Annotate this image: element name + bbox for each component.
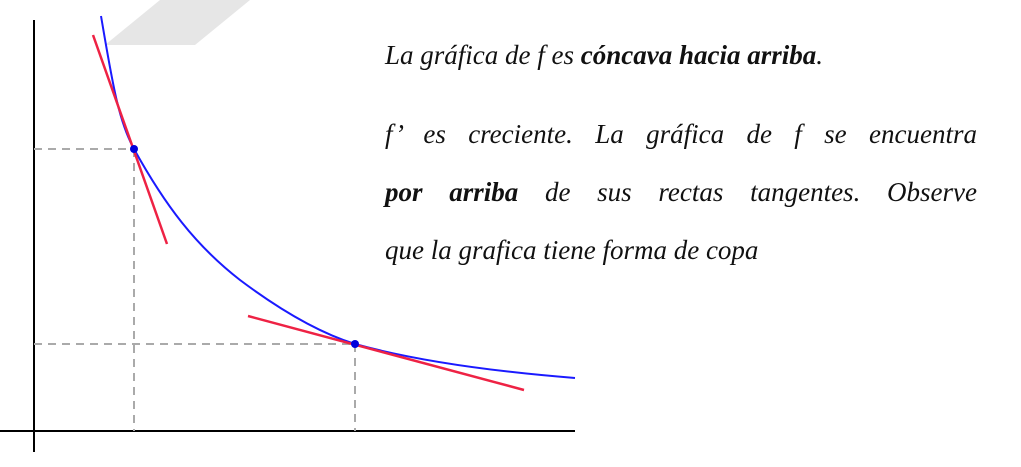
tangent-point-2	[351, 340, 359, 348]
line1-post: .	[816, 40, 823, 70]
tangent-line-1	[91, 34, 169, 245]
text-line-2: f’ es creciente. La gráfica de f se encu…	[385, 119, 977, 149]
text-line-1: La gráfica de f es cóncava hacia arriba.	[385, 40, 823, 71]
line3-bold: por arriba	[385, 177, 519, 207]
concavity-diagram	[0, 15, 576, 452]
line3-post: de sus rectas tangentes. Observe	[518, 177, 977, 207]
line1-bold: cóncava hacia arriba	[580, 40, 817, 70]
tangent-point-1	[130, 145, 138, 153]
text-line-3: por arriba de sus rectas tangentes. Obse…	[385, 177, 977, 208]
line1-pre: La gráfica de f es	[385, 40, 581, 70]
tangent-line-2	[247, 314, 525, 392]
text-line-4: que la grafica tiene forma de copa	[385, 235, 759, 265]
